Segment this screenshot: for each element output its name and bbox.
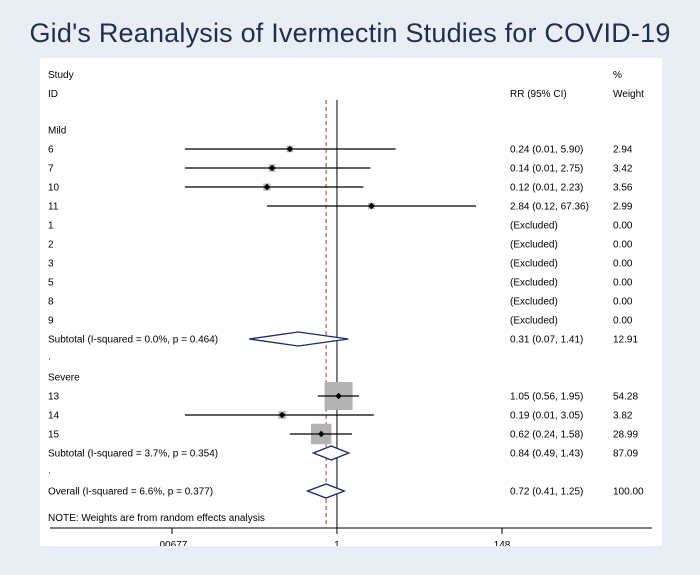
pooled-diamond <box>305 483 347 499</box>
ci-value: 1.05 (0.56, 1.95) <box>510 392 583 403</box>
ci-value: 0.62 (0.24, 1.58) <box>510 430 583 441</box>
x-tick-label: .00677 <box>157 540 188 546</box>
weight-value: 3.56 <box>613 183 633 194</box>
spacer-dot: . <box>48 352 51 363</box>
header-rr: RR (95% CI) <box>510 89 567 100</box>
weight-value: 12.91 <box>613 335 638 346</box>
study-id: 14 <box>48 411 60 422</box>
study-id: 5 <box>48 278 54 289</box>
weight-value: 54.28 <box>613 392 638 403</box>
ci-value: 0.12 (0.01, 2.23) <box>510 183 583 194</box>
header-id: ID <box>48 89 58 100</box>
weight-value: 28.99 <box>613 430 638 441</box>
weight-value: 3.82 <box>613 411 633 422</box>
subtotal-label: Overall (I-squared = 6.6%, p = 0.377) <box>48 487 213 498</box>
header-weight-pct: % <box>613 70 622 81</box>
study-id: 3 <box>48 259 54 270</box>
study-id: 2 <box>48 240 54 251</box>
ci-value: (Excluded) <box>510 240 558 251</box>
ci-value: 0.31 (0.07, 1.41) <box>510 335 583 346</box>
study-id: 13 <box>48 392 60 403</box>
study-id: 8 <box>48 297 54 308</box>
study-id: 6 <box>48 145 54 156</box>
footnote: NOTE: Weights are from random effects an… <box>48 513 265 524</box>
study-id: 7 <box>48 164 54 175</box>
point-estimate <box>263 183 271 191</box>
ci-value: 0.84 (0.49, 1.43) <box>510 449 583 460</box>
weight-value: 0.00 <box>613 221 633 232</box>
weight-value: 100.00 <box>613 487 644 498</box>
study-id: 10 <box>48 183 60 194</box>
ci-value: 0.24 (0.01, 5.90) <box>510 145 583 156</box>
weight-value: 0.00 <box>613 316 633 327</box>
weight-value: 0.00 <box>613 240 633 251</box>
ci-value: (Excluded) <box>510 316 558 327</box>
study-id: 11 <box>48 202 59 213</box>
ci-value: 0.14 (0.01, 2.75) <box>510 164 583 175</box>
weight-value: 0.00 <box>613 278 633 289</box>
ci-value: (Excluded) <box>510 221 558 232</box>
point-estimate <box>317 430 325 438</box>
study-id: 15 <box>48 430 60 441</box>
x-tick-label: 1 <box>334 540 340 546</box>
ci-value: 2.84 (0.12, 67.36) <box>510 202 589 213</box>
pooled-diamond <box>311 445 351 461</box>
point-estimate <box>335 392 342 400</box>
spacer-dot: . <box>48 466 51 477</box>
forest-plot: Study ID RR (95% CI) % Weight NOTE: Weig… <box>48 70 652 546</box>
weight-value: 2.94 <box>613 145 633 156</box>
weight-value: 0.00 <box>613 297 633 308</box>
ci-value: (Excluded) <box>510 278 558 289</box>
header-weight: Weight <box>613 89 644 100</box>
forest-plot-panel: Study ID RR (95% CI) % Weight NOTE: Weig… <box>40 58 662 546</box>
pooled-diamond <box>249 331 349 347</box>
ci-value: (Excluded) <box>510 297 558 308</box>
weight-value: 87.09 <box>613 449 638 460</box>
point-estimate <box>286 145 294 153</box>
x-tick-label: 148 <box>494 540 511 546</box>
ci-value: 0.19 (0.01, 3.05) <box>510 411 583 422</box>
weight-value: 2.99 <box>613 202 633 213</box>
subtotal-label: Subtotal (I-squared = 3.7%, p = 0.354) <box>48 449 218 460</box>
group-label: Severe <box>48 373 80 384</box>
subtotal-label: Subtotal (I-squared = 0.0%, p = 0.464) <box>48 335 218 346</box>
study-id: 9 <box>48 316 54 327</box>
chart-title: Gid's Reanalysis of Ivermectin Studies f… <box>29 18 671 48</box>
ci-value: (Excluded) <box>510 259 558 270</box>
weight-value: 3.42 <box>613 164 633 175</box>
study-id: 1 <box>48 221 54 232</box>
weight-value: 0.00 <box>613 259 633 270</box>
ci-value: 0.72 (0.41, 1.25) <box>510 487 583 498</box>
point-estimate <box>268 164 276 172</box>
group-label: Mild <box>48 126 66 137</box>
point-estimate <box>368 202 375 210</box>
header-study: Study <box>48 70 74 81</box>
